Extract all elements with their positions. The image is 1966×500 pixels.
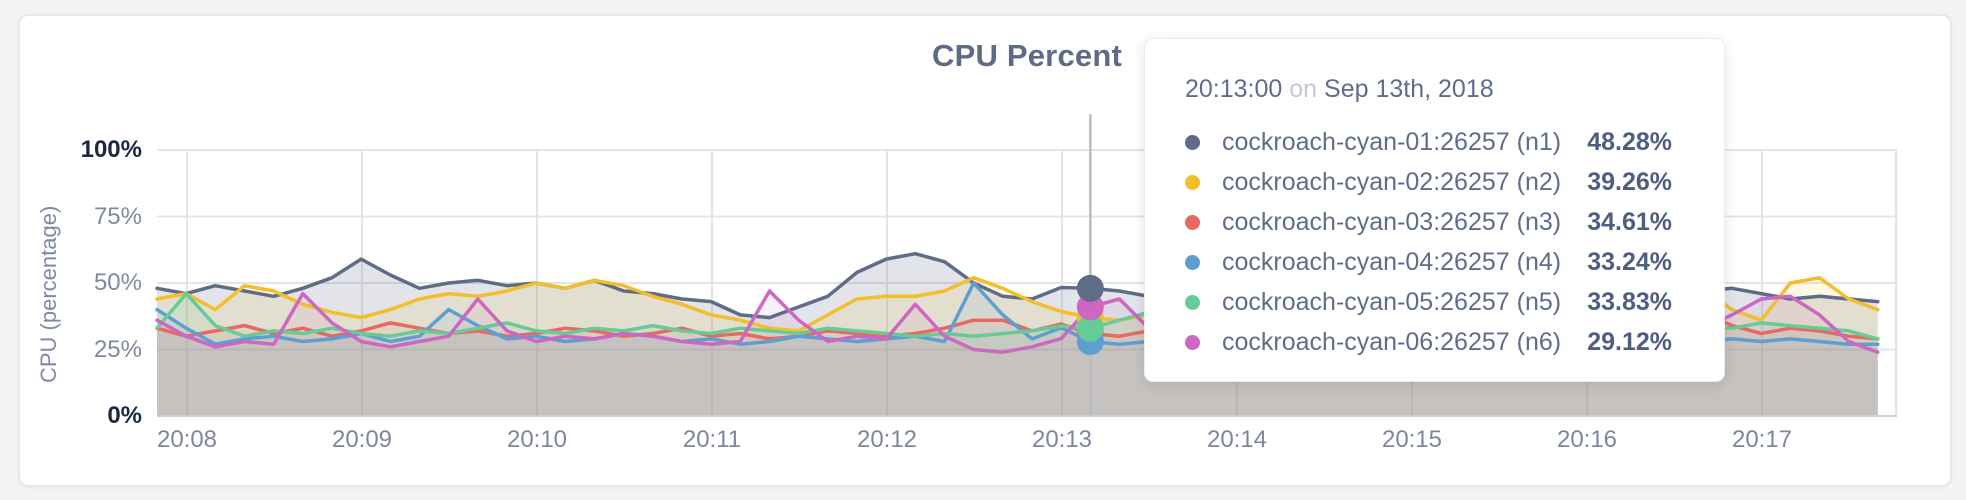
tooltip-series-name: cockroach-cyan-06:26257 (n6)	[1222, 327, 1562, 356]
y-tick-label: 0%	[107, 402, 142, 429]
series-color-dot-icon	[1185, 334, 1200, 350]
y-tick-label: 100%	[80, 136, 142, 163]
tooltip-series-value: 39.26%	[1587, 167, 1672, 196]
series-color-dot-icon	[1185, 174, 1200, 190]
hover-dot[interactable]	[1076, 314, 1104, 342]
series-color-dot-icon	[1185, 214, 1200, 230]
series-color-dot-icon	[1185, 294, 1200, 310]
series-area	[157, 291, 1878, 416]
tooltip-series-value: 33.24%	[1587, 247, 1672, 276]
tooltip-row: cockroach-cyan-06:26257 (n6) 29.12%	[1185, 322, 1672, 362]
x-tick-label: 20:15	[1381, 426, 1443, 453]
tooltip-series-name: cockroach-cyan-04:26257 (n4)	[1222, 247, 1562, 276]
x-tick-label: 20:08	[156, 426, 218, 453]
x-tick-label: 20:16	[1556, 426, 1618, 453]
x-tick-label: 20:12	[856, 426, 918, 453]
x-tick-label: 20:09	[331, 426, 393, 453]
series-color-dot-icon	[1185, 134, 1200, 150]
tooltip-series-value: 29.12%	[1587, 327, 1672, 356]
tooltip-row: cockroach-cyan-05:26257 (n5) 33.83%	[1185, 282, 1672, 322]
tooltip-series-value: 34.61%	[1587, 207, 1672, 236]
tooltip-series-value: 48.28%	[1587, 127, 1672, 156]
x-tick-label: 20:11	[682, 426, 742, 453]
tooltip-on-word: on	[1289, 75, 1318, 103]
chart-card: CPU Percent CPU (percentage) 0% 25% 50% 75%…	[18, 14, 1952, 487]
tooltip-row: cockroach-cyan-02:26257 (n2) 39.26%	[1185, 162, 1672, 202]
tooltip-series-name: cockroach-cyan-03:26257 (n3)	[1222, 207, 1562, 236]
series-area	[157, 293, 1878, 416]
x-tick-label: 20:13	[1031, 426, 1093, 453]
tooltip-row: cockroach-cyan-04:26257 (n4) 33.24%	[1185, 242, 1672, 282]
hover-dot[interactable]	[1076, 293, 1104, 321]
tooltip-rows: cockroach-cyan-01:26257 (n1) 48.28% cockro…	[1185, 122, 1672, 362]
chart-tooltip: 20:13:00 on Sep 13th, 2018 cockroach-cya…	[1144, 38, 1725, 382]
chart-title: CPU Percent	[932, 38, 1122, 73]
tooltip-series-name: cockroach-cyan-02:26257 (n2)	[1222, 167, 1562, 196]
x-tick-label: 20:14	[1206, 426, 1268, 453]
y-tick-label: 50%	[93, 269, 142, 296]
x-tick-label: 20:17	[1731, 426, 1793, 453]
tooltip-series-name: cockroach-cyan-05:26257 (n5)	[1222, 287, 1562, 316]
tooltip-time: 20:13:00	[1185, 75, 1283, 103]
series-color-dot-icon	[1185, 254, 1200, 270]
y-tick-label: 25%	[93, 335, 142, 363]
x-tick-label: 20:10	[506, 426, 568, 453]
tooltip-row: cockroach-cyan-01:26257 (n1) 48.28%	[1185, 122, 1672, 162]
tooltip-series-name: cockroach-cyan-01:26257 (n1)	[1222, 127, 1562, 156]
tooltip-header: 20:13:00 on Sep 13th, 2018	[1185, 75, 1672, 104]
hover-dot[interactable]	[1076, 274, 1104, 302]
tooltip-row: cockroach-cyan-03:26257 (n3) 34.61%	[1185, 202, 1672, 242]
tooltip-series-value: 33.83%	[1587, 287, 1672, 316]
y-tick-label: 75%	[93, 202, 142, 230]
tooltip-date: Sep 13th, 2018	[1324, 75, 1494, 103]
